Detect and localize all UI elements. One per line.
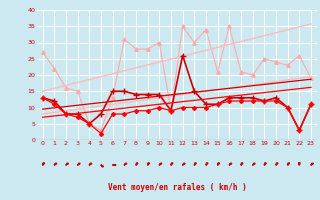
- Text: Vent moyen/en rafales ( km/h ): Vent moyen/en rafales ( km/h ): [108, 183, 247, 192]
